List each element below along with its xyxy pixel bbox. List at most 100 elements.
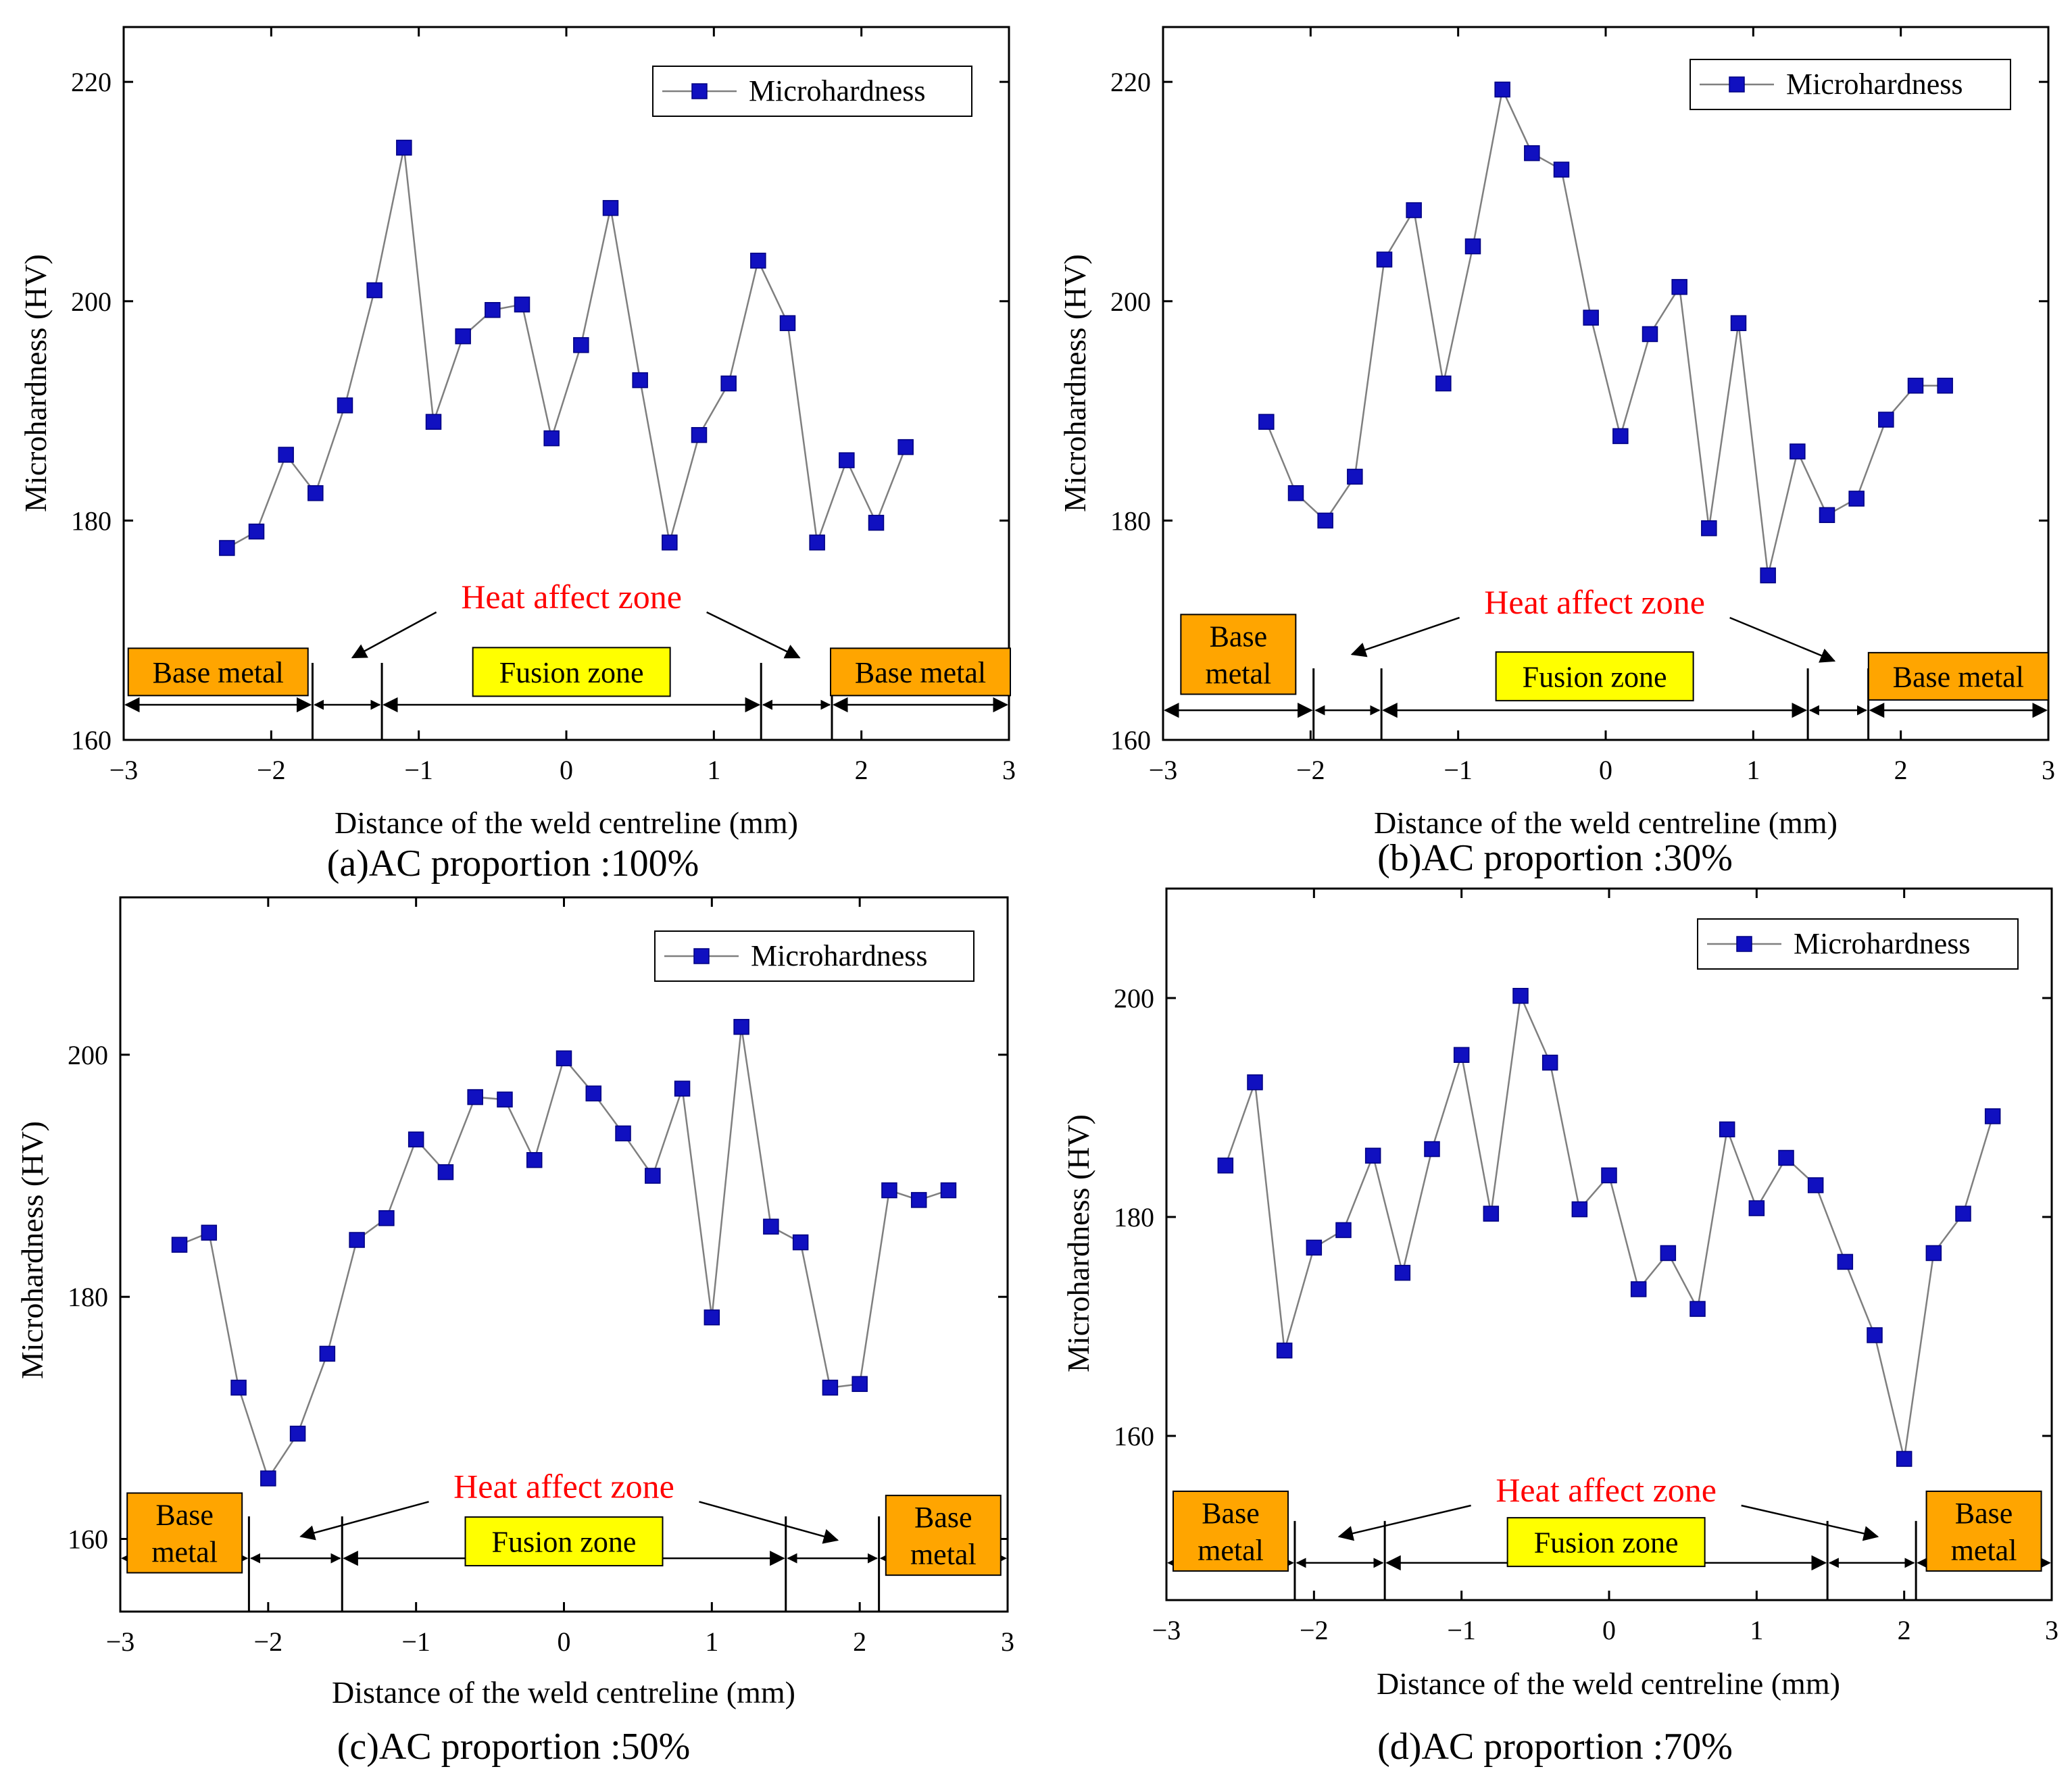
data-point-marker bbox=[1424, 1141, 1440, 1158]
panel-caption: (a)AC proportion :100% bbox=[327, 843, 699, 885]
data-point-marker bbox=[1867, 1327, 1883, 1343]
x-tick-label: −2 bbox=[257, 755, 286, 785]
zone-annotations: Base metal Base metal Fusion zone Heat affect… bbox=[1167, 1471, 2051, 1600]
legend-label: Microhardness bbox=[1786, 68, 1963, 101]
x-tick-label: 2 bbox=[1894, 755, 1908, 785]
data-point-marker bbox=[1848, 491, 1865, 507]
x-tick-label: −3 bbox=[109, 755, 139, 785]
heat-zone-arrow-left bbox=[351, 611, 437, 659]
data-point-marker bbox=[910, 1192, 927, 1208]
x-tick-label: 3 bbox=[1001, 1626, 1014, 1657]
base-metal-label-left: Base metal bbox=[153, 656, 284, 689]
data-point-marker bbox=[467, 1089, 483, 1105]
y-tick-label: 200 bbox=[1114, 983, 1154, 1014]
y-axis-label: Microhardness (HV) bbox=[1058, 254, 1092, 512]
base-metal-label-right: Base metal bbox=[1951, 1497, 2017, 1567]
data-point-marker bbox=[230, 1379, 247, 1396]
data-point-marker bbox=[1435, 375, 1452, 392]
x-tick-label: 0 bbox=[1602, 1615, 1616, 1645]
data-point-marker bbox=[1571, 1201, 1588, 1218]
x-axis-label: Distance of the weld centreline (mm) bbox=[335, 805, 798, 840]
data-point-marker bbox=[897, 439, 914, 455]
legend-marker-sample bbox=[1736, 936, 1752, 952]
data-point-marker bbox=[1807, 1177, 1824, 1193]
data-point-marker bbox=[1553, 161, 1570, 178]
series-markers bbox=[1258, 81, 1953, 584]
y-tick-label: 160 bbox=[1114, 1421, 1154, 1451]
data-point-marker bbox=[1955, 1205, 1971, 1222]
legend: Microhardness bbox=[1697, 918, 2019, 970]
data-point-marker bbox=[1701, 520, 1717, 537]
y-tick-label: 160 bbox=[68, 1524, 108, 1555]
data-point-marker bbox=[1483, 1205, 1500, 1222]
data-point-marker bbox=[366, 282, 383, 299]
data-point-marker bbox=[1335, 1222, 1352, 1239]
data-point-marker bbox=[307, 485, 324, 501]
data-point-marker bbox=[349, 1232, 365, 1248]
series-polyline bbox=[179, 1026, 949, 1480]
data-point-marker bbox=[485, 302, 501, 318]
data-point-marker bbox=[1778, 1149, 1794, 1166]
data-point-marker bbox=[556, 1050, 572, 1067]
series-markers bbox=[171, 1018, 957, 1487]
fusion-zone-label: Fusion zone bbox=[499, 656, 644, 689]
base-metal-box-left bbox=[1172, 1490, 1289, 1572]
fusion-zone-box bbox=[1506, 1517, 1706, 1568]
base-metal-label-right: Base metal bbox=[855, 656, 986, 689]
heat-zone-arrow-right bbox=[699, 1501, 839, 1544]
legend: Microhardness bbox=[652, 66, 972, 117]
base-metal-label-left: Base metal bbox=[1198, 1497, 1264, 1567]
heat-zone-arrow-left bbox=[1337, 1504, 1471, 1541]
series-polyline bbox=[226, 147, 907, 549]
data-point-marker bbox=[396, 139, 412, 156]
base-metal-label-left: Base metal bbox=[1205, 620, 1271, 690]
fusion-zone-box bbox=[1495, 651, 1694, 701]
data-point-marker bbox=[1394, 1264, 1411, 1281]
y-axis-label: Microhardness (HV) bbox=[1061, 1114, 1095, 1372]
x-tick-label: −2 bbox=[254, 1626, 283, 1657]
fusion-zone-label: Fusion zone bbox=[492, 1525, 637, 1558]
x-axis-label: Distance of the weld centreline (mm) bbox=[1374, 805, 1837, 840]
y-tick-label: 220 bbox=[1110, 67, 1151, 97]
x-tick-label: 0 bbox=[558, 1626, 571, 1657]
panel-caption: (c)AC proportion :50% bbox=[337, 1726, 691, 1768]
data-point-marker bbox=[1896, 1451, 1913, 1467]
data-point-marker bbox=[1937, 377, 1953, 394]
data-point-marker bbox=[1671, 278, 1687, 295]
base-metal-box-left bbox=[1180, 614, 1297, 695]
data-point-marker bbox=[455, 328, 471, 345]
data-point-marker bbox=[1276, 1342, 1293, 1359]
data-point-marker bbox=[573, 337, 589, 353]
base-metal-box-left bbox=[127, 647, 309, 697]
fusion-zone-label: Fusion zone bbox=[1523, 660, 1667, 693]
data-point-marker bbox=[219, 540, 235, 556]
y-axis-ticks: 160 180 200 220 bbox=[1110, 67, 2048, 755]
y-axis-ticks: 160 180 200 bbox=[68, 1040, 1008, 1555]
x-tick-label: 2 bbox=[855, 755, 868, 785]
data-point-marker bbox=[1406, 202, 1422, 218]
heat-zone-arrow-left bbox=[1350, 616, 1460, 657]
x-tick-label: −3 bbox=[1152, 1615, 1181, 1645]
data-point-marker bbox=[881, 1182, 897, 1199]
data-point-marker bbox=[1642, 326, 1658, 343]
data-point-marker bbox=[1494, 81, 1510, 98]
data-point-marker bbox=[750, 252, 766, 269]
data-point-marker bbox=[763, 1218, 779, 1235]
x-tick-label: 1 bbox=[705, 1626, 718, 1657]
series-line bbox=[226, 147, 907, 549]
base-metal-box-right bbox=[830, 647, 1011, 697]
data-point-marker bbox=[792, 1234, 809, 1251]
x-tick-label: −1 bbox=[1444, 755, 1473, 785]
legend-marker-sample bbox=[1729, 76, 1745, 93]
data-point-marker bbox=[1217, 1158, 1234, 1174]
chart-panel-b: 160 180 200 220 −3 −2 −1 0 1 2 3 Base metal Base me… bbox=[1058, 26, 2055, 879]
legend: Microhardness bbox=[1689, 59, 2011, 110]
data-point-marker bbox=[691, 427, 708, 443]
x-tick-label: 1 bbox=[1750, 1615, 1763, 1645]
series-line bbox=[1265, 86, 1946, 576]
data-point-marker bbox=[248, 523, 265, 540]
data-point-marker bbox=[1925, 1245, 1942, 1262]
x-tick-label: 2 bbox=[1898, 1615, 1911, 1645]
series-line bbox=[179, 1026, 949, 1480]
data-point-marker bbox=[437, 1164, 454, 1180]
